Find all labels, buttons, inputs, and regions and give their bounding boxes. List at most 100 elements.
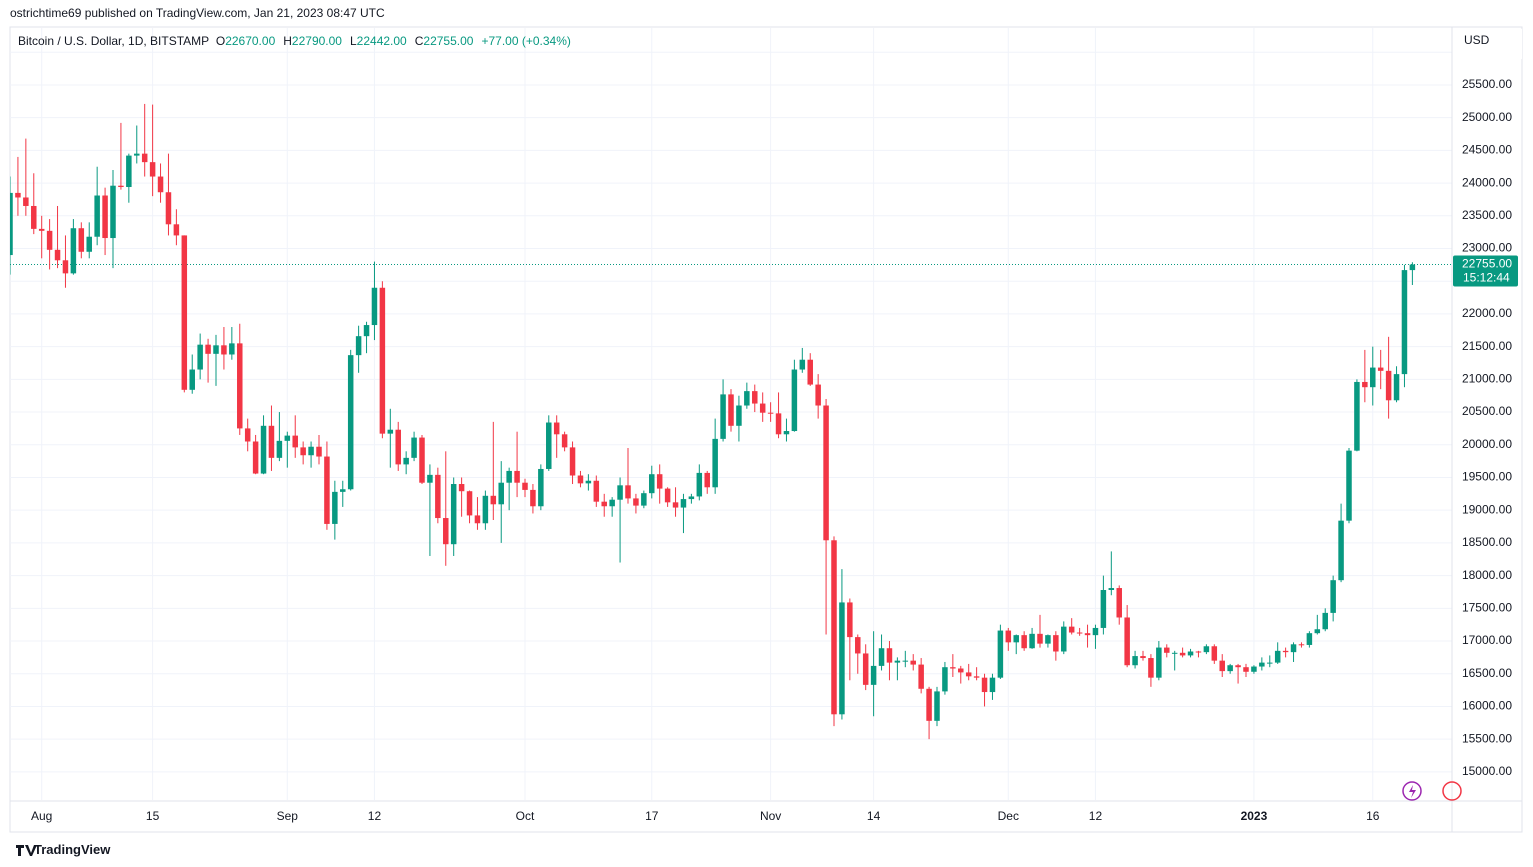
candle-body [1013, 635, 1019, 643]
candle-body [958, 668, 964, 673]
candle-body [1068, 626, 1075, 633]
candle-body [126, 155, 132, 188]
candle-body [62, 260, 69, 274]
candle-body [189, 369, 195, 390]
candle-body [720, 394, 726, 439]
candle-body [1029, 633, 1035, 649]
candle-body [609, 499, 615, 507]
candle-body [1061, 626, 1067, 652]
candle-body [498, 482, 504, 505]
x-tick-label: Oct [516, 809, 535, 823]
candle-body [506, 470, 512, 483]
candle-body [886, 648, 893, 663]
candle-body [593, 480, 600, 502]
x-tick-label: Aug [31, 809, 52, 823]
candle-body [1362, 381, 1368, 388]
legend: Bitcoin / U.S. Dollar, 1D, BITSTAMP O226… [18, 34, 579, 48]
candle-body [1100, 590, 1107, 628]
candle-body [292, 435, 298, 448]
candle-body [23, 197, 29, 206]
candle-body [165, 192, 172, 225]
candle-body [260, 425, 267, 474]
candle-body [934, 691, 940, 721]
candle-body [656, 474, 663, 489]
candle-body [704, 472, 710, 488]
candle-body [141, 153, 148, 163]
candle-body [839, 602, 845, 715]
y-tick-label: 23000.00 [1462, 241, 1512, 255]
legend-value: 22790.00 [291, 34, 342, 48]
candle-body [332, 491, 338, 524]
candle-body [347, 355, 354, 490]
candle-body [1370, 367, 1376, 388]
candle-body [371, 287, 378, 326]
x-tick-label: 12 [368, 809, 382, 823]
event-icon-bolt [1409, 785, 1416, 798]
x-tick-label: Nov [760, 809, 781, 823]
candle-body [1132, 656, 1138, 666]
y-tick-label: 16500.00 [1462, 666, 1512, 680]
candle-body [807, 359, 813, 385]
legend-change: +77.00 (+0.34%) [481, 34, 571, 48]
candle-body [443, 518, 449, 545]
candle-body [1179, 652, 1186, 656]
candle-body [553, 422, 560, 435]
y-tick-label: 21500.00 [1462, 339, 1512, 353]
candle-body [625, 485, 631, 499]
y-tick-label: 18000.00 [1462, 568, 1512, 582]
candle-body [10, 192, 13, 256]
candle-body [237, 343, 243, 429]
candle-body [38, 228, 45, 231]
candle-body [680, 499, 687, 508]
legend-key: O [215, 34, 226, 48]
y-tick-label: 15500.00 [1462, 731, 1512, 745]
candle-body [1338, 520, 1344, 581]
candle-body [15, 192, 21, 198]
candle-body [831, 540, 837, 715]
candle-body [94, 195, 100, 237]
candle-body [54, 249, 61, 261]
candle-body [1116, 588, 1122, 618]
y-tick-label: 22000.00 [1462, 306, 1512, 320]
candle-body [981, 677, 988, 693]
candle-body [965, 672, 972, 677]
candle-body [783, 431, 790, 435]
candle-body [767, 412, 774, 414]
candle-body [1346, 450, 1352, 521]
candle-body [244, 428, 251, 442]
y-tick-label: 19000.00 [1462, 502, 1512, 516]
candle-body [752, 391, 758, 404]
candle-body [815, 384, 821, 406]
candle-body [1164, 647, 1170, 653]
x-tick-label: 14 [867, 809, 881, 823]
candle-body [1274, 650, 1281, 663]
legend-value: 22442.00 [356, 34, 407, 48]
candle-body [1330, 580, 1336, 613]
candle-body [1322, 612, 1328, 630]
legend-key: H [283, 34, 292, 48]
y-tick-label: 20500.00 [1462, 404, 1512, 418]
candle-body [118, 185, 124, 188]
x-tick-label: 16 [1366, 809, 1380, 823]
event-icon[interactable] [1442, 781, 1462, 801]
candle-body [688, 496, 695, 500]
candle-body [546, 422, 552, 469]
y-tick-label: 21000.00 [1462, 372, 1512, 386]
candle-body [1267, 662, 1273, 664]
candle-body [395, 429, 401, 465]
candle-body [1393, 374, 1400, 401]
candle-body [1282, 650, 1289, 653]
candle-body [221, 345, 227, 355]
candle-body [157, 176, 164, 193]
candle-body [419, 437, 425, 483]
y-tick-label: 24500.00 [1462, 143, 1512, 157]
candle-body [466, 491, 473, 516]
candle-body [617, 485, 623, 500]
candle-body [268, 425, 275, 458]
candle-body [70, 228, 77, 274]
candle-body [1203, 646, 1210, 653]
candle-body [1021, 635, 1027, 649]
candle-body [1314, 629, 1321, 634]
candle-body [403, 457, 409, 465]
event-icon[interactable] [1402, 781, 1422, 801]
